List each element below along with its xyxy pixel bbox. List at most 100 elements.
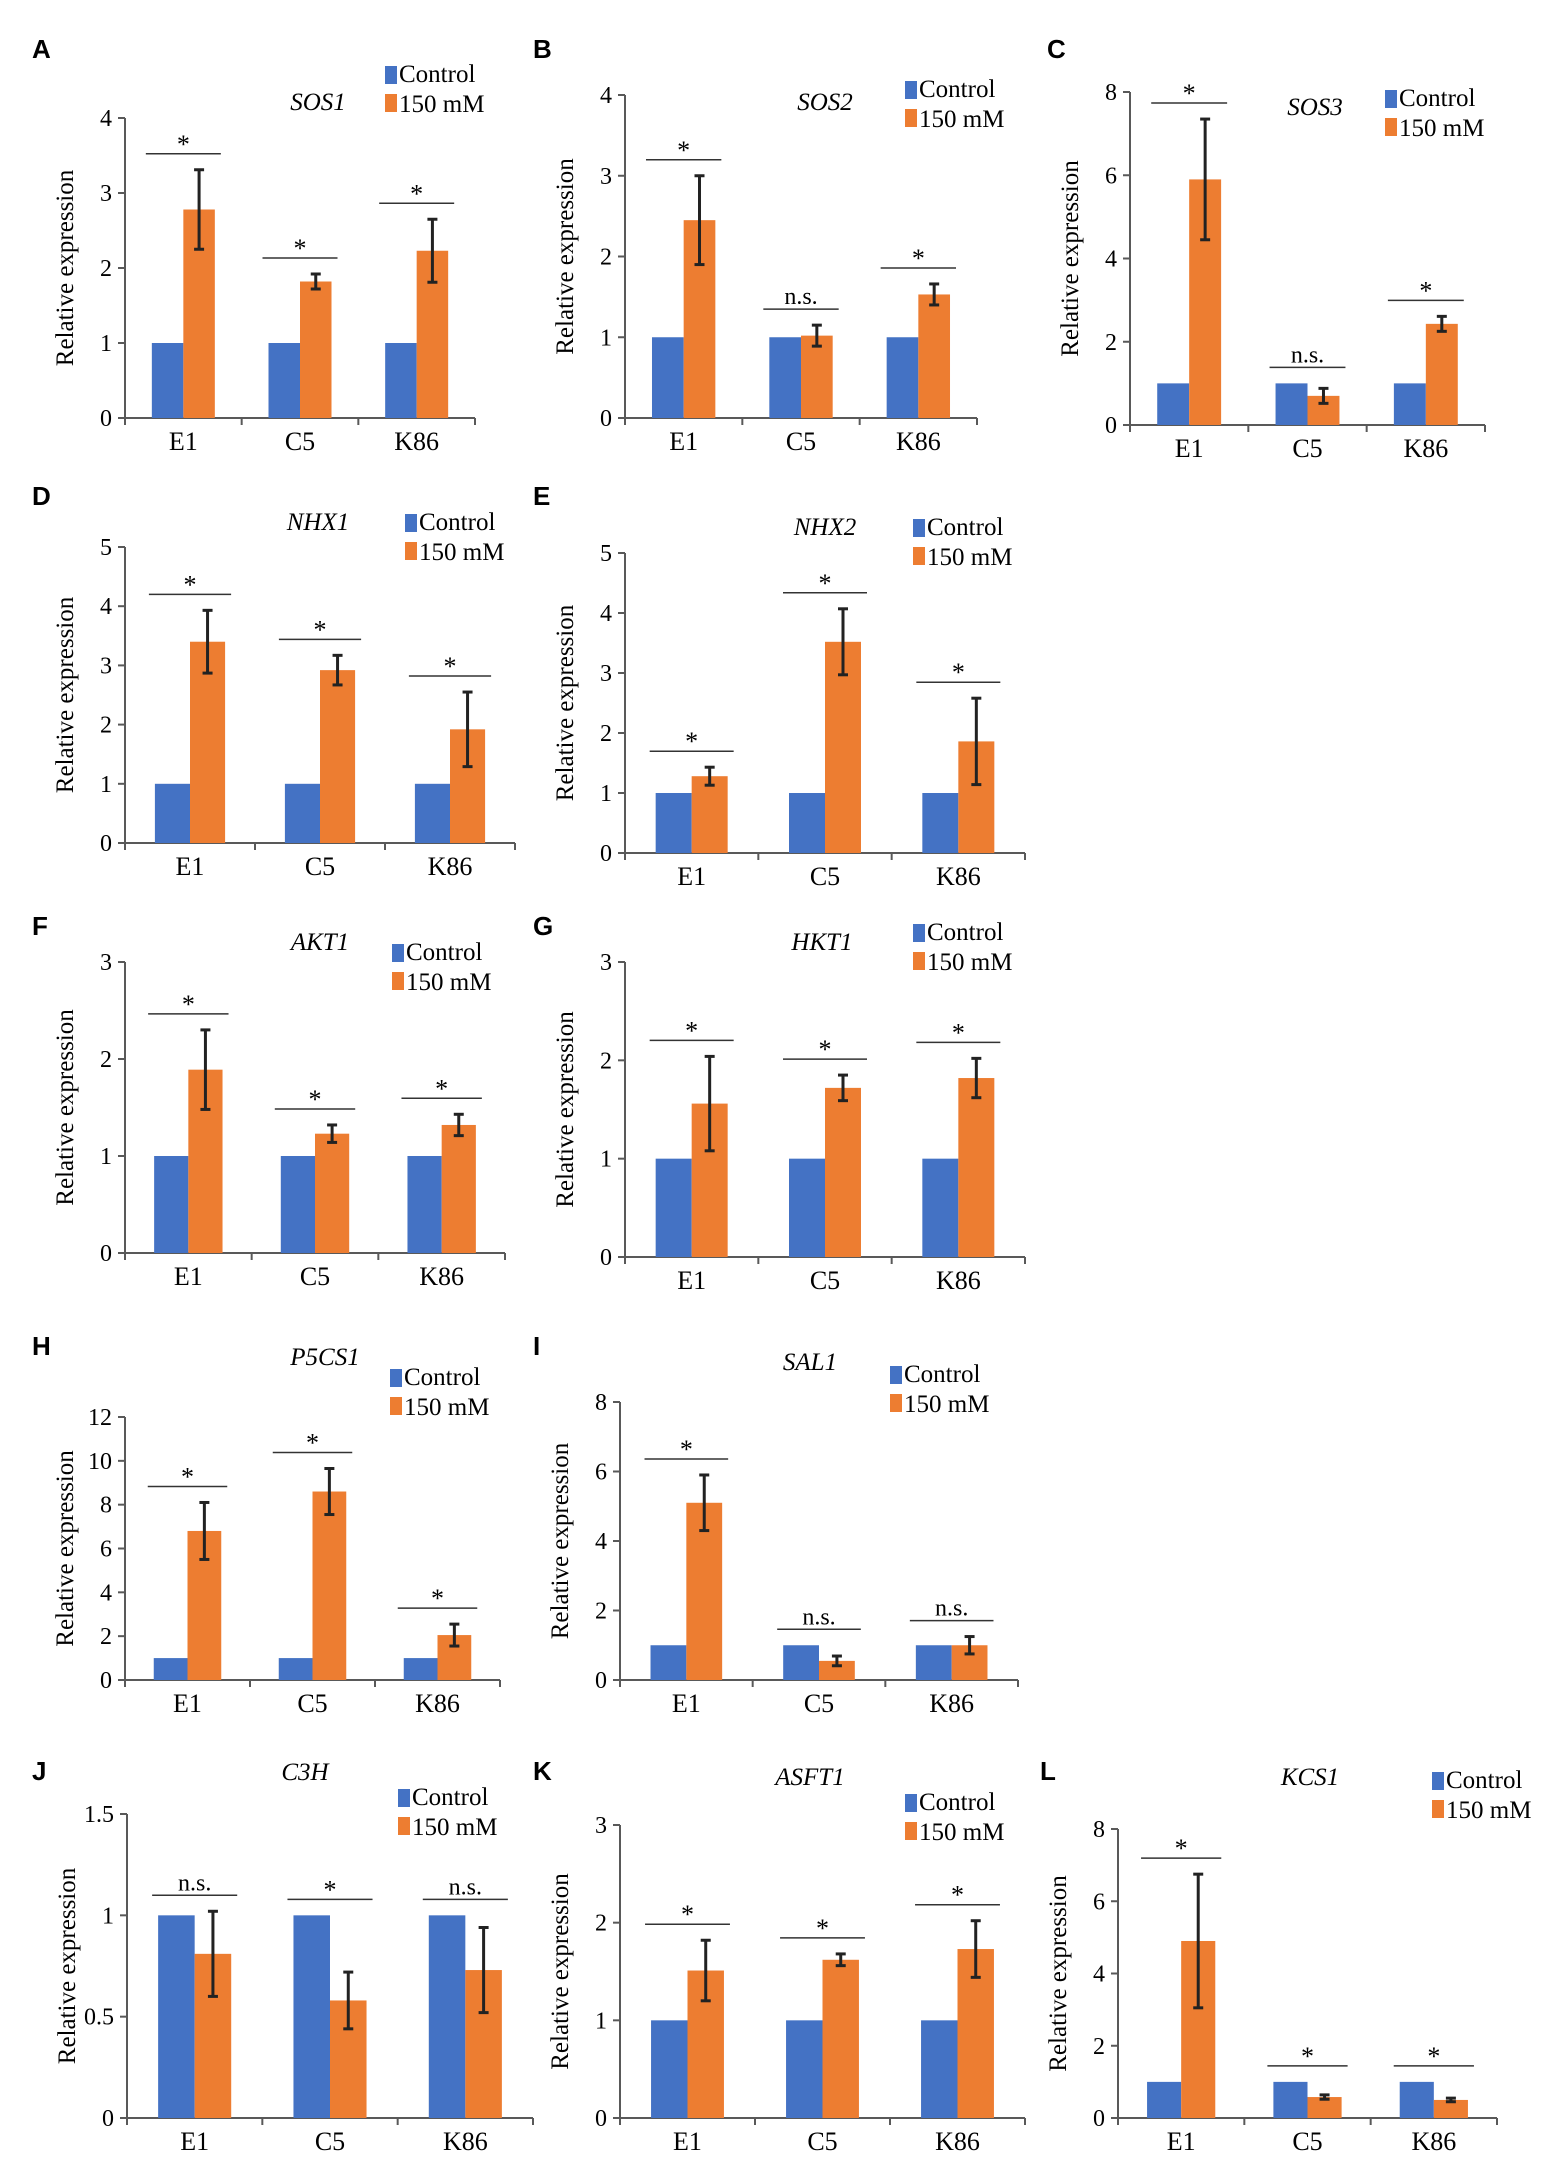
y-tick-label: 3: [100, 950, 112, 976]
significance-label: *: [951, 1881, 964, 1910]
y-tick-label: 2: [100, 1624, 112, 1650]
y-axis-label: Relative expression: [552, 604, 579, 801]
bar-treatment: [441, 1124, 476, 1253]
y-tick-label: 2: [595, 1911, 607, 1937]
panel-letter: B: [533, 34, 552, 64]
significance-label: *: [431, 1584, 444, 1613]
legend-swatch-treatment: [890, 1394, 902, 1412]
gene-title: HKT1: [790, 929, 852, 956]
legend: Control 150 mM: [905, 76, 1004, 133]
x-tick-label: C5: [285, 427, 315, 456]
panel-l: L KCS1 Relative expression 0 2 4 6 8 * E1 * C5 * K86 C…: [1040, 1756, 1531, 2156]
legend: Control 150 mM: [890, 1361, 989, 1418]
y-tick-label: 3: [600, 661, 612, 687]
legend-label-treatment: 150 mM: [919, 1819, 1004, 1846]
panel-letter: G: [533, 911, 553, 941]
x-tick-label: E1: [169, 427, 198, 456]
y-tick-label: 0: [595, 2106, 607, 2132]
y-tick-label: 3: [100, 181, 112, 207]
legend-label-control: Control: [399, 61, 475, 88]
legend: Control 150 mM: [913, 514, 1012, 571]
panel-j: J C3H Relative expression 0 0.5 1 1.5 n.s. E1 * C5…: [32, 1756, 534, 2156]
x-tick-label: K86: [896, 427, 941, 456]
legend: Control 150 mM: [913, 919, 1012, 976]
y-tick-label: 0: [100, 831, 112, 857]
x-tick-label: C5: [1292, 2127, 1322, 2156]
bar-control: [1393, 383, 1426, 425]
y-tick-label: 6: [1105, 163, 1117, 189]
gene-title: NHX1: [286, 509, 350, 536]
bar-treatment: [1307, 2097, 1342, 2118]
gene-title: P5CS1: [289, 1344, 359, 1371]
significance-label: *: [435, 1074, 448, 1103]
significance-label: *: [1301, 2042, 1314, 2071]
x-tick-label: E1: [180, 2127, 209, 2156]
bar-control: [280, 1156, 315, 1253]
bar-treatment: [320, 670, 356, 843]
significance-label: *: [912, 244, 925, 273]
legend-swatch-treatment: [1432, 1800, 1444, 1818]
y-tick-label: 2: [1093, 2034, 1105, 2060]
y-tick-label: 2: [600, 245, 612, 271]
significance-label: *: [952, 1018, 965, 1047]
significance-label: *: [1183, 79, 1196, 108]
bar-control: [151, 343, 184, 418]
y-tick-label: 1: [100, 1144, 112, 1170]
panel-e: E NHX2 Relative expression 0 1 2 3 4 5 * E1 * C5 * K86…: [533, 481, 1026, 891]
y-tick-label: 2: [600, 721, 612, 747]
panel-f: F AKT1 Relative expression 0 1 2 3 * E1 * C5 * K86 Co…: [32, 911, 506, 1291]
y-tick-label: 6: [100, 1537, 112, 1563]
legend-label-treatment: 150 mM: [419, 539, 504, 566]
legend-swatch-control: [385, 66, 397, 84]
y-tick-label: 10: [88, 1449, 112, 1475]
y-tick-label: 1: [600, 781, 612, 807]
bar-control: [655, 793, 692, 853]
bar-treatment: [312, 1491, 347, 1680]
panel-letter: H: [32, 1331, 51, 1361]
x-tick-label: E1: [677, 862, 706, 891]
legend-swatch-control: [1385, 90, 1397, 108]
x-tick-label: E1: [673, 2127, 702, 2156]
bar-control: [278, 1658, 313, 1680]
x-tick-label: E1: [669, 427, 698, 456]
x-tick-label: K86: [1403, 434, 1448, 463]
bar-treatment: [1425, 323, 1458, 425]
legend-label-treatment: 150 mM: [1399, 115, 1484, 142]
bar-control: [293, 1915, 330, 2118]
bar-control: [284, 783, 320, 843]
legend-label-treatment: 150 mM: [404, 1394, 489, 1421]
legend: Control 150 mM: [905, 1789, 1004, 1846]
x-tick-label: C5: [300, 1262, 330, 1291]
significance-label: *: [1427, 2042, 1440, 2071]
significance-label: *: [294, 234, 307, 263]
y-tick-label: 5: [100, 535, 112, 561]
bar-control: [789, 1158, 825, 1257]
bar-control: [385, 343, 417, 418]
bar-control: [153, 1658, 188, 1680]
bar-treatment: [801, 335, 833, 418]
bar-treatment: [819, 1660, 855, 1680]
y-tick-label: 4: [600, 601, 612, 627]
bar-control: [158, 1915, 195, 2118]
bar-control: [154, 1156, 189, 1253]
gene-title: C3H: [281, 1759, 330, 1786]
y-tick-label: 8: [1105, 80, 1117, 106]
legend: Control 150 mM: [1385, 85, 1484, 142]
bar-control: [650, 1645, 687, 1680]
x-tick-label: K86: [443, 2127, 488, 2156]
y-axis-label: Relative expression: [552, 1011, 579, 1208]
x-tick-label: K86: [1411, 2127, 1456, 2156]
y-tick-label: 0: [102, 2106, 114, 2132]
panel-h: H P5CS1 Relative expression 0 2 4 6 8 10 12 * E1 * C5…: [32, 1331, 501, 1718]
legend-label-treatment: 150 mM: [1446, 1797, 1531, 1824]
bar-control: [915, 1645, 952, 1680]
significance-label: n.s.: [784, 284, 817, 310]
x-tick-label: E1: [672, 1689, 701, 1718]
x-tick-label: C5: [804, 1689, 834, 1718]
significance-label: *: [685, 1016, 698, 1045]
legend-swatch-treatment: [398, 1817, 410, 1835]
legend-label-treatment: 150 mM: [927, 949, 1012, 976]
bar-treatment: [822, 1959, 859, 2118]
y-tick-label: 6: [1093, 1889, 1105, 1915]
significance-label: n.s.: [449, 1874, 482, 1900]
